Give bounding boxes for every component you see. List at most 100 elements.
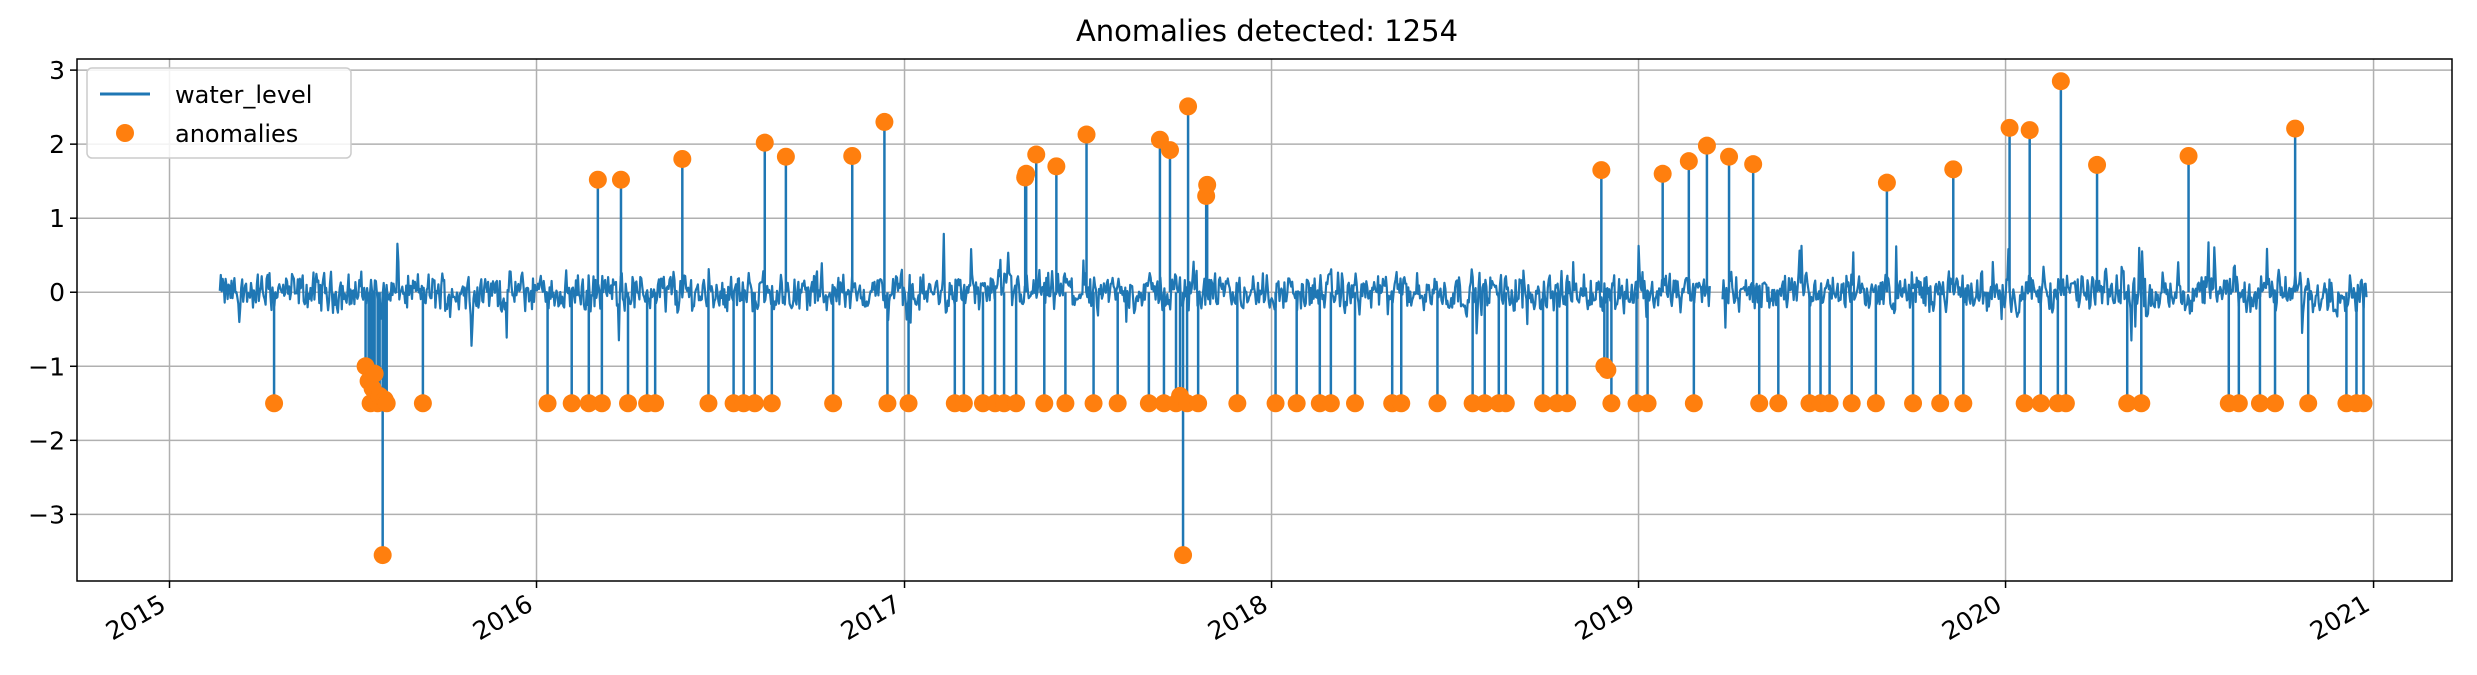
anomaly-point <box>1475 394 1494 413</box>
anomaly-point <box>899 394 918 413</box>
anomaly-point <box>1228 394 1247 413</box>
anomaly-point <box>1842 394 1861 413</box>
anomaly-point <box>2015 394 2034 413</box>
anomaly-point <box>699 394 718 413</box>
y-tick-label: 2 <box>49 130 65 159</box>
y-tick-label: 0 <box>49 278 65 307</box>
anomaly-point <box>538 394 557 413</box>
anomaly-point <box>1496 394 1515 413</box>
anomaly-point <box>413 394 432 413</box>
anomaly-point <box>776 147 795 166</box>
anomaly-point <box>762 394 781 413</box>
y-axis: 3 2 1 0 −1 −2 −3 <box>28 56 77 529</box>
anomaly-point <box>365 364 384 383</box>
anomaly-point <box>1653 164 1672 183</box>
anomaly-point <box>1084 394 1103 413</box>
legend-label-anomalies: anomalies <box>175 120 298 148</box>
anomaly-point <box>1179 97 1198 116</box>
y-tick-label: −3 <box>28 500 65 529</box>
anomaly-point <box>1877 173 1896 192</box>
anomaly-point <box>2179 146 2198 165</box>
anomaly-point <box>2000 118 2019 137</box>
chart-title: Anomalies detected: 1254 <box>1076 14 1458 48</box>
anomaly-point <box>824 394 843 413</box>
anomaly-point <box>1027 145 1046 164</box>
axes-frame <box>76 58 2453 582</box>
anomaly-point <box>2051 72 2070 91</box>
anomaly-point <box>1287 394 1306 413</box>
anomaly-point <box>579 394 598 413</box>
anomaly-point <box>1602 394 1621 413</box>
anomaly-point <box>1904 394 1923 413</box>
anomaly-point <box>619 394 638 413</box>
anomaly-point <box>1077 125 1096 144</box>
anomaly-point <box>2266 394 2285 413</box>
anomaly-point <box>377 394 396 413</box>
anomaly-point <box>954 394 973 413</box>
anomaly-point <box>1534 394 1553 413</box>
anomaly-markers <box>265 72 2373 565</box>
legend-swatch-anomalies <box>116 124 134 142</box>
anomaly-point <box>1720 147 1739 166</box>
anomaly-point <box>1428 394 1447 413</box>
anomaly-point <box>2118 394 2137 413</box>
anomaly-point <box>875 112 894 131</box>
anomaly-point <box>745 394 764 413</box>
anomaly-point <box>588 170 607 189</box>
legend-box <box>86 67 352 159</box>
anomaly-point <box>2229 394 2248 413</box>
anomaly-point <box>2132 394 2151 413</box>
anomaly-point <box>1697 136 1716 155</box>
anomaly-point <box>646 394 665 413</box>
anomaly-point <box>1866 394 1885 413</box>
anomaly-point <box>265 394 284 413</box>
anomaly-point <box>2299 394 2318 413</box>
anomaly-point <box>1820 394 1839 413</box>
anomaly-point <box>1321 394 1340 413</box>
anomaly-point <box>1392 394 1411 413</box>
anomaly-point <box>843 146 862 165</box>
y-tick-label: 3 <box>49 56 65 85</box>
anomaly-point <box>2031 394 2050 413</box>
legend-label-water-level: water_level <box>175 81 312 109</box>
anomaly-point <box>878 394 897 413</box>
anomaly-point <box>2020 121 2039 140</box>
anomaly-point <box>1954 394 1973 413</box>
anomaly-point <box>1558 394 1577 413</box>
anomaly-point <box>611 170 630 189</box>
y-tick-label: −1 <box>28 352 65 381</box>
anomaly-point <box>1189 394 1208 413</box>
y-tick-label: −2 <box>28 426 65 455</box>
anomaly-point <box>2088 155 2107 174</box>
anomaly-point <box>1047 157 1066 176</box>
anomaly-point <box>1598 360 1617 379</box>
anomaly-point <box>2354 394 2373 413</box>
anomaly-point <box>1638 394 1657 413</box>
anomaly-point <box>1679 152 1698 171</box>
anomaly-point <box>1174 546 1193 565</box>
y-tick-label: 1 <box>49 204 65 233</box>
anomaly-point <box>1017 164 1036 183</box>
anomaly-point <box>1345 394 1364 413</box>
anomaly-point <box>1056 394 1075 413</box>
anomaly-point <box>1035 394 1054 413</box>
anomaly-point <box>1769 394 1788 413</box>
anomaly-point <box>1684 394 1703 413</box>
anomaly-point <box>1592 161 1611 180</box>
anomaly-point <box>673 149 692 168</box>
anomaly-point <box>1108 394 1127 413</box>
anomaly-point <box>562 394 581 413</box>
anomaly-point <box>2056 394 2075 413</box>
anomaly-point <box>1944 160 1963 179</box>
anomaly-point <box>373 546 392 565</box>
anomaly-point <box>1750 394 1769 413</box>
plot-area <box>218 72 2373 565</box>
anomaly-point <box>1266 394 1285 413</box>
anomaly-point <box>1160 141 1179 160</box>
anomaly-point <box>755 133 774 152</box>
anomaly-point <box>1139 394 1158 413</box>
anomaly-point <box>592 394 611 413</box>
anomaly-point <box>1198 175 1217 194</box>
anomaly-point <box>1007 394 1026 413</box>
